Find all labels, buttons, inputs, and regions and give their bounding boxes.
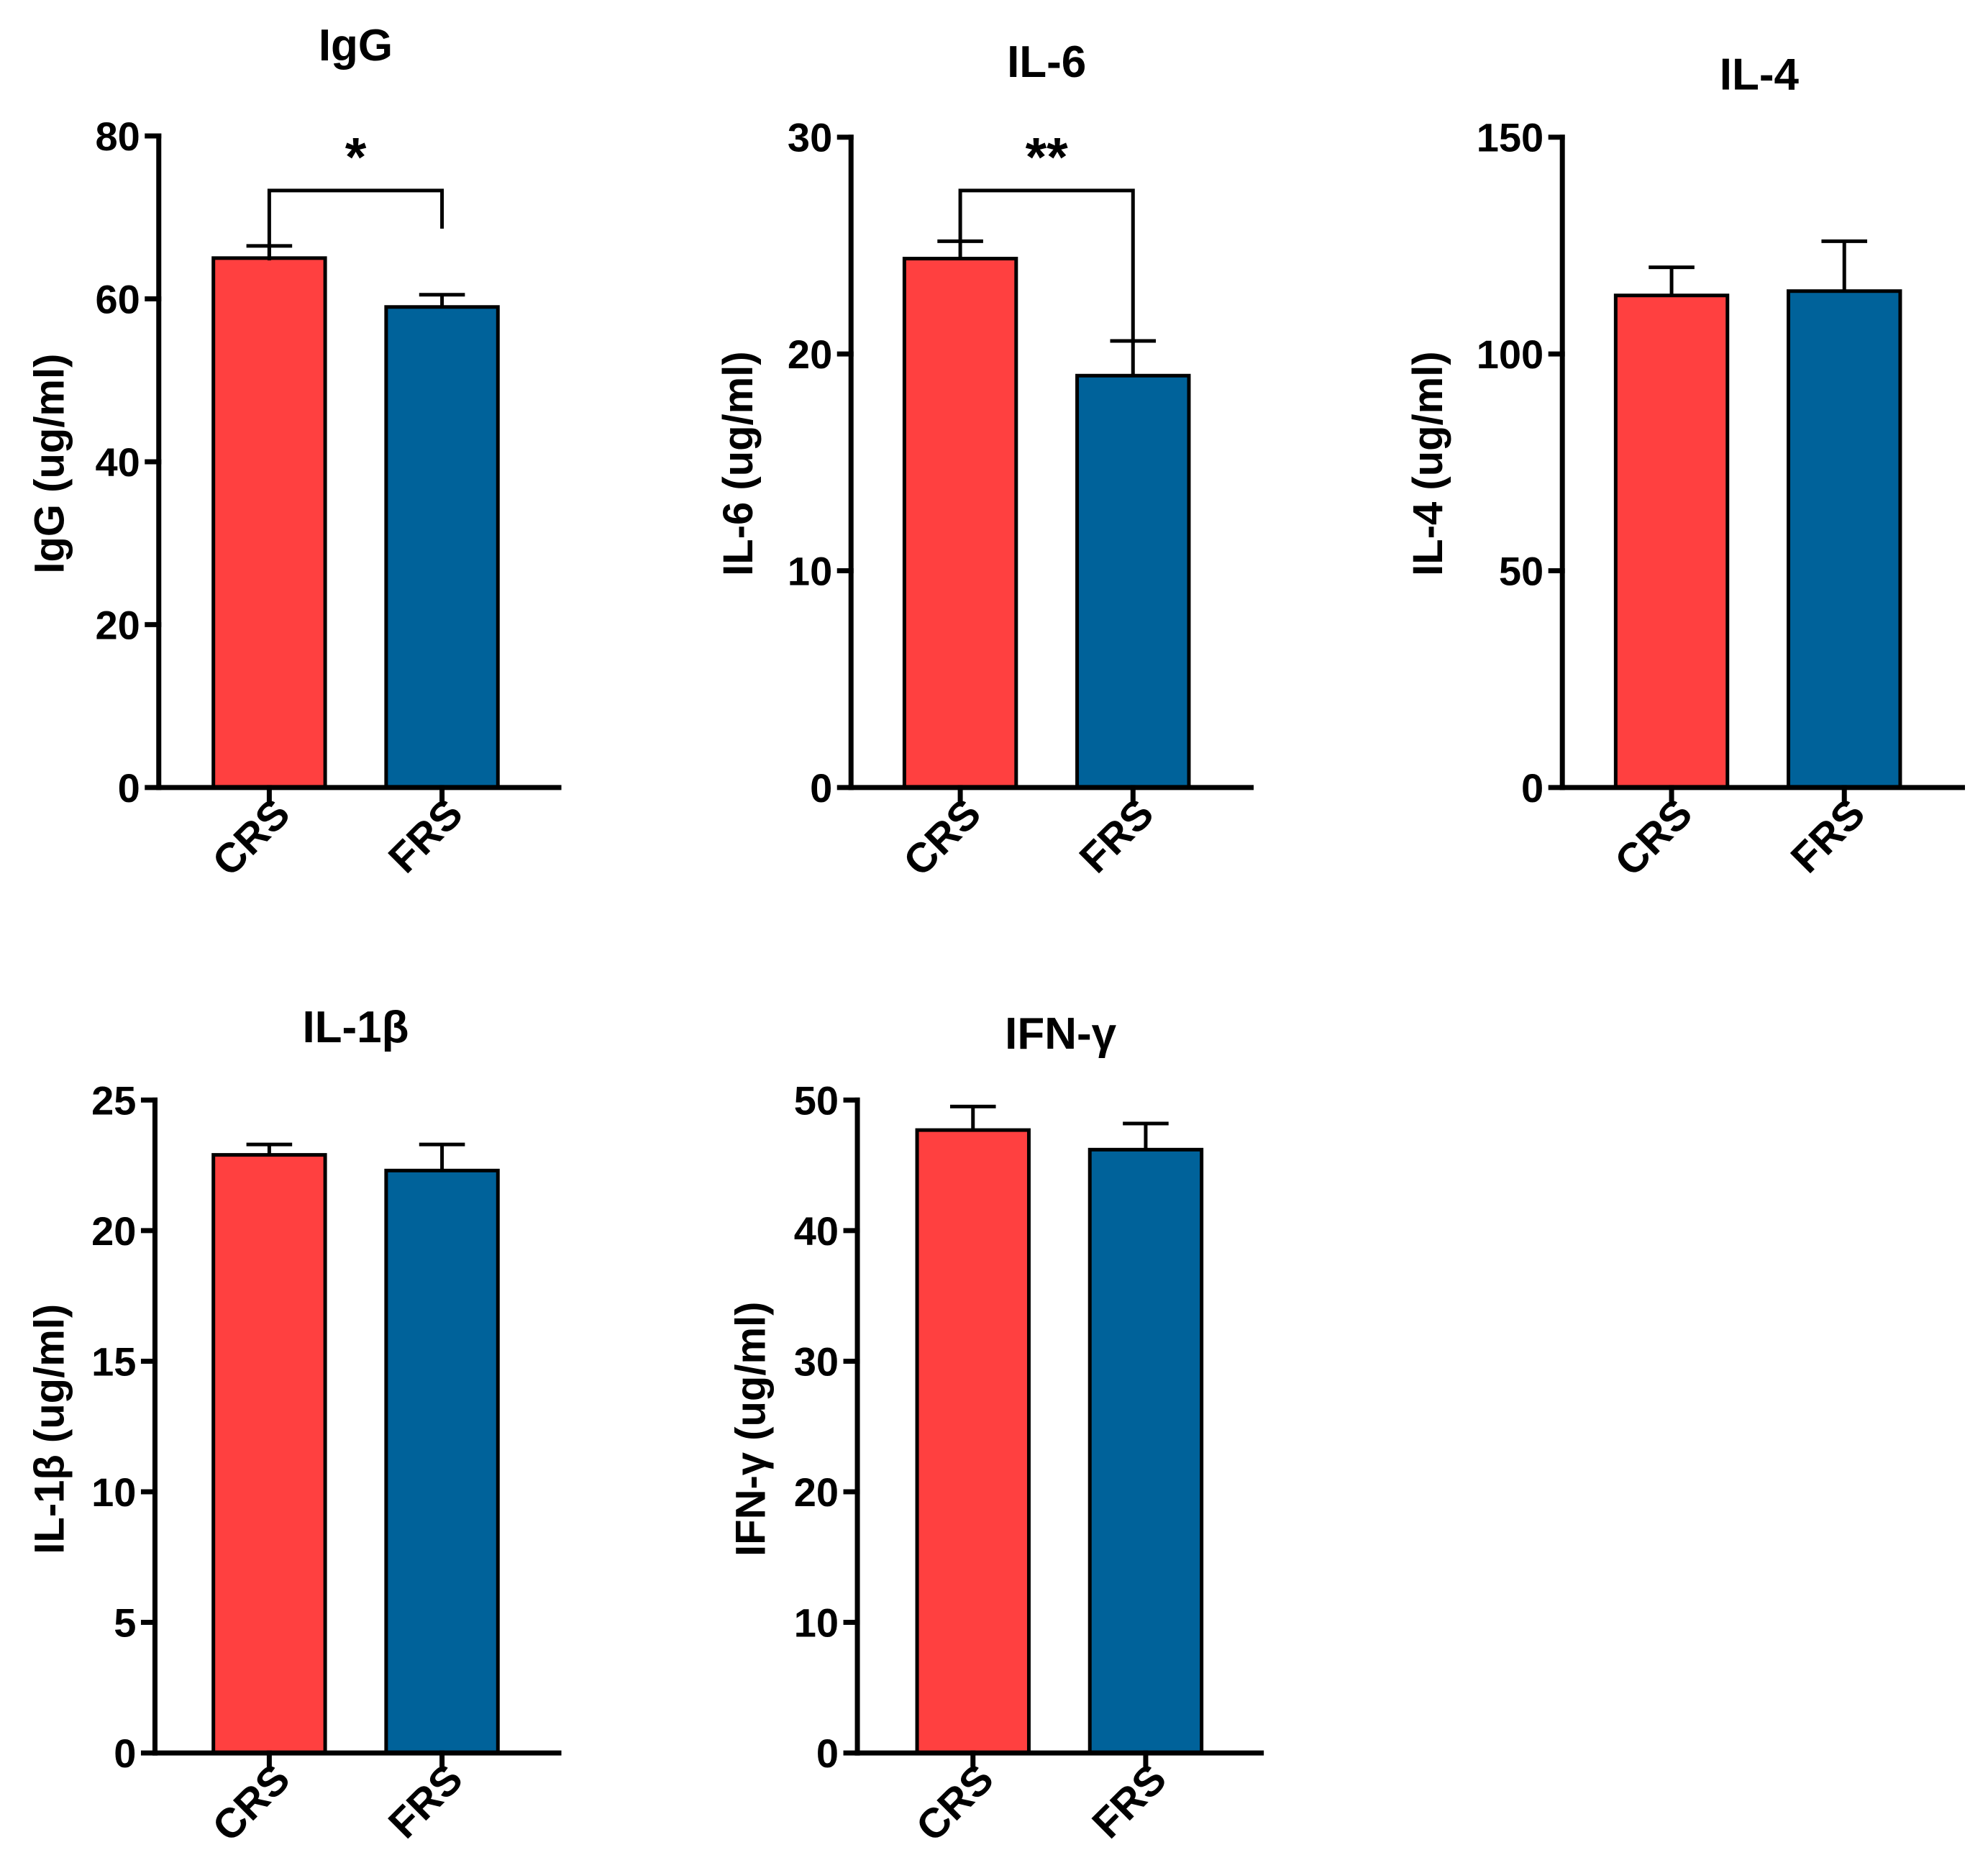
- y-tick-label: 10: [788, 549, 832, 594]
- significance-marker: *: [345, 127, 367, 188]
- bar-frs: [1789, 291, 1900, 788]
- x-tick-label: FRS: [380, 790, 472, 882]
- y-axis-label: IFN-γ (ug/ml): [727, 1302, 774, 1557]
- panel-il-1b: IL-1β IL-1β (ug/ml) 0 5 10 15 20 25 CRS FRS: [27, 1003, 559, 1851]
- chart-title: IFN-γ: [1005, 1009, 1117, 1059]
- y-tick-label: 5: [114, 1600, 136, 1646]
- y-tick-label: 30: [794, 1339, 839, 1384]
- bar-crs: [904, 259, 1016, 788]
- bar-frs: [386, 307, 498, 788]
- chart-title: IL-1β: [302, 1003, 409, 1052]
- x-tick-label: CRS: [907, 1755, 1003, 1851]
- x-tick-label: CRS: [204, 790, 299, 885]
- chart-title: IgG: [319, 21, 393, 70]
- panel-ifn-g: IFN-γ IFN-γ (ug/ml) 0 10 20 30 40 50 CRS FRS: [727, 1009, 1261, 1851]
- x-tick-label: CRS: [895, 790, 990, 885]
- y-tick-label: 60: [95, 276, 140, 322]
- bar-frs: [1077, 375, 1189, 788]
- bar-crs: [214, 1155, 325, 1753]
- y-tick-label: 10: [91, 1469, 136, 1515]
- y-tick-label: 0: [118, 765, 140, 811]
- figure: IgG IgG (ug/ml) 0 20 40 60 80 CRS FRS * IL-6 IL-6 …: [0, 0, 1988, 1873]
- bar-crs: [1615, 296, 1727, 788]
- bar-crs: [214, 258, 325, 788]
- y-tick-label: 150: [1477, 115, 1544, 160]
- y-tick-label: 40: [794, 1208, 839, 1254]
- y-tick-label: 0: [114, 1731, 136, 1776]
- y-axis-label: IL-1β (ug/ml): [27, 1304, 73, 1554]
- panel-il-4: IL-4 IL-4 (ug/ml) 0 50 100 150 CRS FRS: [1405, 50, 1963, 885]
- y-tick-label: 0: [810, 765, 832, 811]
- y-tick-label: 100: [1477, 332, 1544, 377]
- y-tick-label: 0: [1521, 765, 1544, 811]
- y-axis-label: IL-6 (ug/ml): [715, 351, 762, 576]
- y-tick-label: 30: [788, 115, 832, 160]
- y-tick-label: 20: [794, 1469, 839, 1515]
- y-tick-label: 50: [794, 1077, 839, 1123]
- bar-frs: [386, 1170, 498, 1753]
- y-tick-label: 40: [95, 439, 140, 485]
- bar-crs: [917, 1130, 1029, 1753]
- y-tick-label: 20: [95, 602, 140, 647]
- x-tick-label: FRS: [1070, 790, 1162, 882]
- bar-frs: [1090, 1149, 1201, 1753]
- significance-marker: **: [1026, 127, 1069, 188]
- chart-title: IL-4: [1720, 50, 1800, 99]
- significance-bracket: [269, 191, 442, 260]
- y-axis-label: IL-4 (ug/ml): [1405, 351, 1451, 576]
- x-tick-label: CRS: [204, 1755, 299, 1851]
- panel-igg: IgG IgG (ug/ml) 0 20 40 60 80 CRS FRS *: [27, 21, 559, 885]
- y-tick-label: 20: [788, 332, 832, 377]
- x-tick-label: FRS: [380, 1755, 472, 1847]
- y-tick-label: 25: [91, 1077, 136, 1123]
- panel-il-6: IL-6 IL-6 (ug/ml) 0 10 20 30 CRS FRS **: [715, 37, 1251, 885]
- y-axis-label: IgG (ug/ml): [27, 354, 73, 574]
- y-tick-label: 0: [816, 1731, 839, 1776]
- y-tick-label: 50: [1499, 549, 1544, 594]
- chart-title: IL-6: [1007, 37, 1086, 87]
- x-tick-label: FRS: [1782, 790, 1874, 882]
- y-tick-label: 80: [95, 114, 140, 159]
- y-tick-label: 10: [794, 1600, 839, 1646]
- x-tick-label: FRS: [1083, 1755, 1175, 1847]
- y-tick-label: 20: [91, 1208, 136, 1254]
- y-tick-label: 15: [91, 1339, 136, 1384]
- x-tick-label: CRS: [1606, 790, 1702, 885]
